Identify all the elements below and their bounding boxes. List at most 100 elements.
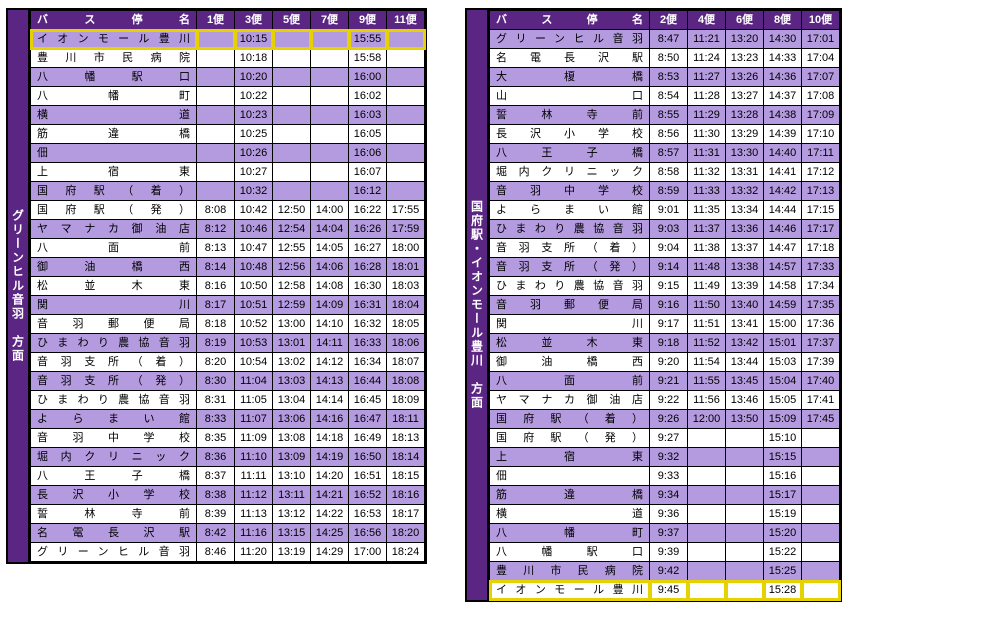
time-cell — [273, 182, 311, 201]
time-cell: 8:46 — [197, 543, 235, 562]
time-cell: 9:16 — [650, 296, 688, 315]
time-cell: 11:27 — [688, 68, 726, 87]
time-cell — [197, 87, 235, 106]
table-row: 国府駅（発）8:0810:4212:5014:0016:2217:55 — [31, 201, 425, 220]
time-cell: 8:56 — [650, 125, 688, 144]
time-cell — [688, 543, 726, 562]
time-cell — [802, 505, 840, 524]
table-row: 国府駅（発）9:2715:10 — [490, 429, 840, 448]
time-cell: 9:36 — [650, 505, 688, 524]
trip-header: 6便 — [726, 11, 764, 30]
time-cell: 16:50 — [349, 448, 387, 467]
trip-header: 1便 — [197, 11, 235, 30]
stop-name: ひまわり農協音羽 — [31, 334, 197, 353]
time-cell: 10:50 — [235, 277, 273, 296]
stop-name: 山口 — [490, 87, 650, 106]
time-cell: 14:44 — [764, 201, 802, 220]
stop-name: 御油橋西 — [31, 258, 197, 277]
trip-header: 11便 — [387, 11, 425, 30]
time-cell: 10:25 — [235, 125, 273, 144]
time-cell: 13:12 — [273, 505, 311, 524]
time-cell: 9:04 — [650, 239, 688, 258]
time-cell — [688, 486, 726, 505]
time-cell: 13:08 — [273, 429, 311, 448]
time-cell: 14:39 — [764, 125, 802, 144]
time-cell: 8:38 — [197, 486, 235, 505]
table-row: 横道9:36 15:19 — [490, 505, 840, 524]
time-cell: 15:58 — [349, 49, 387, 68]
time-cell: 9:17 — [650, 315, 688, 334]
time-cell: 14:37 — [764, 87, 802, 106]
time-cell: 9:15 — [650, 277, 688, 296]
time-cell: 8:18 — [197, 315, 235, 334]
table-row: 上宿東9:3215:15 — [490, 448, 840, 467]
time-cell: 14:58 — [764, 277, 802, 296]
time-cell — [726, 581, 764, 600]
table-row: 松並木東9:1811:5213:4215:0117:37 — [490, 334, 840, 353]
time-cell: 14:22 — [311, 505, 349, 524]
table-row: 筋違橋10:2516:05 — [31, 125, 425, 144]
time-cell: 14:08 — [311, 277, 349, 296]
time-cell — [311, 30, 349, 49]
time-cell: 8:36 — [197, 448, 235, 467]
time-cell: 9:34 — [650, 486, 688, 505]
time-cell: 14:20 — [311, 467, 349, 486]
time-cell: 11:32 — [688, 163, 726, 182]
time-cell: 13:06 — [273, 410, 311, 429]
time-cell: 10:18 — [235, 49, 273, 68]
time-cell: 14:21 — [311, 486, 349, 505]
time-cell: 11:04 — [235, 372, 273, 391]
time-cell: 11:35 — [688, 201, 726, 220]
table-row: 御油橋西8:1410:4812:5614:0616:2818:01 — [31, 258, 425, 277]
time-cell: 15:19 — [764, 505, 802, 524]
table-row: 長沢小学校8:5611:3013:2914:3917:10 — [490, 125, 840, 144]
time-cell: 11:12 — [235, 486, 273, 505]
table-row: よらまい館8:3311:0713:0614:1616:4718:11 — [31, 410, 425, 429]
time-cell: 13:09 — [273, 448, 311, 467]
time-cell — [311, 68, 349, 87]
time-cell: 11:55 — [688, 372, 726, 391]
time-cell: 13:45 — [726, 372, 764, 391]
time-cell: 13:38 — [726, 258, 764, 277]
time-cell: 8:30 — [197, 372, 235, 391]
time-cell: 10:53 — [235, 334, 273, 353]
time-cell: 17:41 — [802, 391, 840, 410]
time-cell: 16:06 — [349, 144, 387, 163]
time-cell: 13:42 — [726, 334, 764, 353]
time-cell: 11:30 — [688, 125, 726, 144]
table-row: ひまわり農協音羽9:1511:4913:3914:5817:34 — [490, 277, 840, 296]
time-cell — [688, 581, 726, 600]
time-cell — [311, 87, 349, 106]
time-cell — [273, 49, 311, 68]
time-cell: 8:39 — [197, 505, 235, 524]
time-cell — [387, 182, 425, 201]
time-cell: 17:04 — [802, 49, 840, 68]
time-cell: 8:57 — [650, 144, 688, 163]
stop-name: ひまわり農協音羽 — [31, 391, 197, 410]
time-cell — [688, 467, 726, 486]
time-cell: 10:51 — [235, 296, 273, 315]
stop-name: 国府駅（発） — [490, 429, 650, 448]
time-cell: 16:32 — [349, 315, 387, 334]
time-cell: 13:46 — [726, 391, 764, 410]
time-cell: 18:11 — [387, 410, 425, 429]
time-cell: 15:00 — [764, 315, 802, 334]
time-cell — [197, 106, 235, 125]
time-cell — [726, 543, 764, 562]
time-cell: 11:11 — [235, 467, 273, 486]
time-cell: 13:04 — [273, 391, 311, 410]
time-cell: 13:34 — [726, 201, 764, 220]
stop-name: グリーンヒル音羽 — [31, 543, 197, 562]
time-cell: 14:57 — [764, 258, 802, 277]
stop-name: 横道 — [490, 505, 650, 524]
time-cell: 14:18 — [311, 429, 349, 448]
time-cell: 11:05 — [235, 391, 273, 410]
time-cell — [273, 125, 311, 144]
time-cell — [688, 524, 726, 543]
time-cell: 8:42 — [197, 524, 235, 543]
time-cell — [387, 49, 425, 68]
time-cell: 16:53 — [349, 505, 387, 524]
time-cell — [688, 562, 726, 581]
time-cell: 16:44 — [349, 372, 387, 391]
stop-name: 大榎橋 — [490, 68, 650, 87]
